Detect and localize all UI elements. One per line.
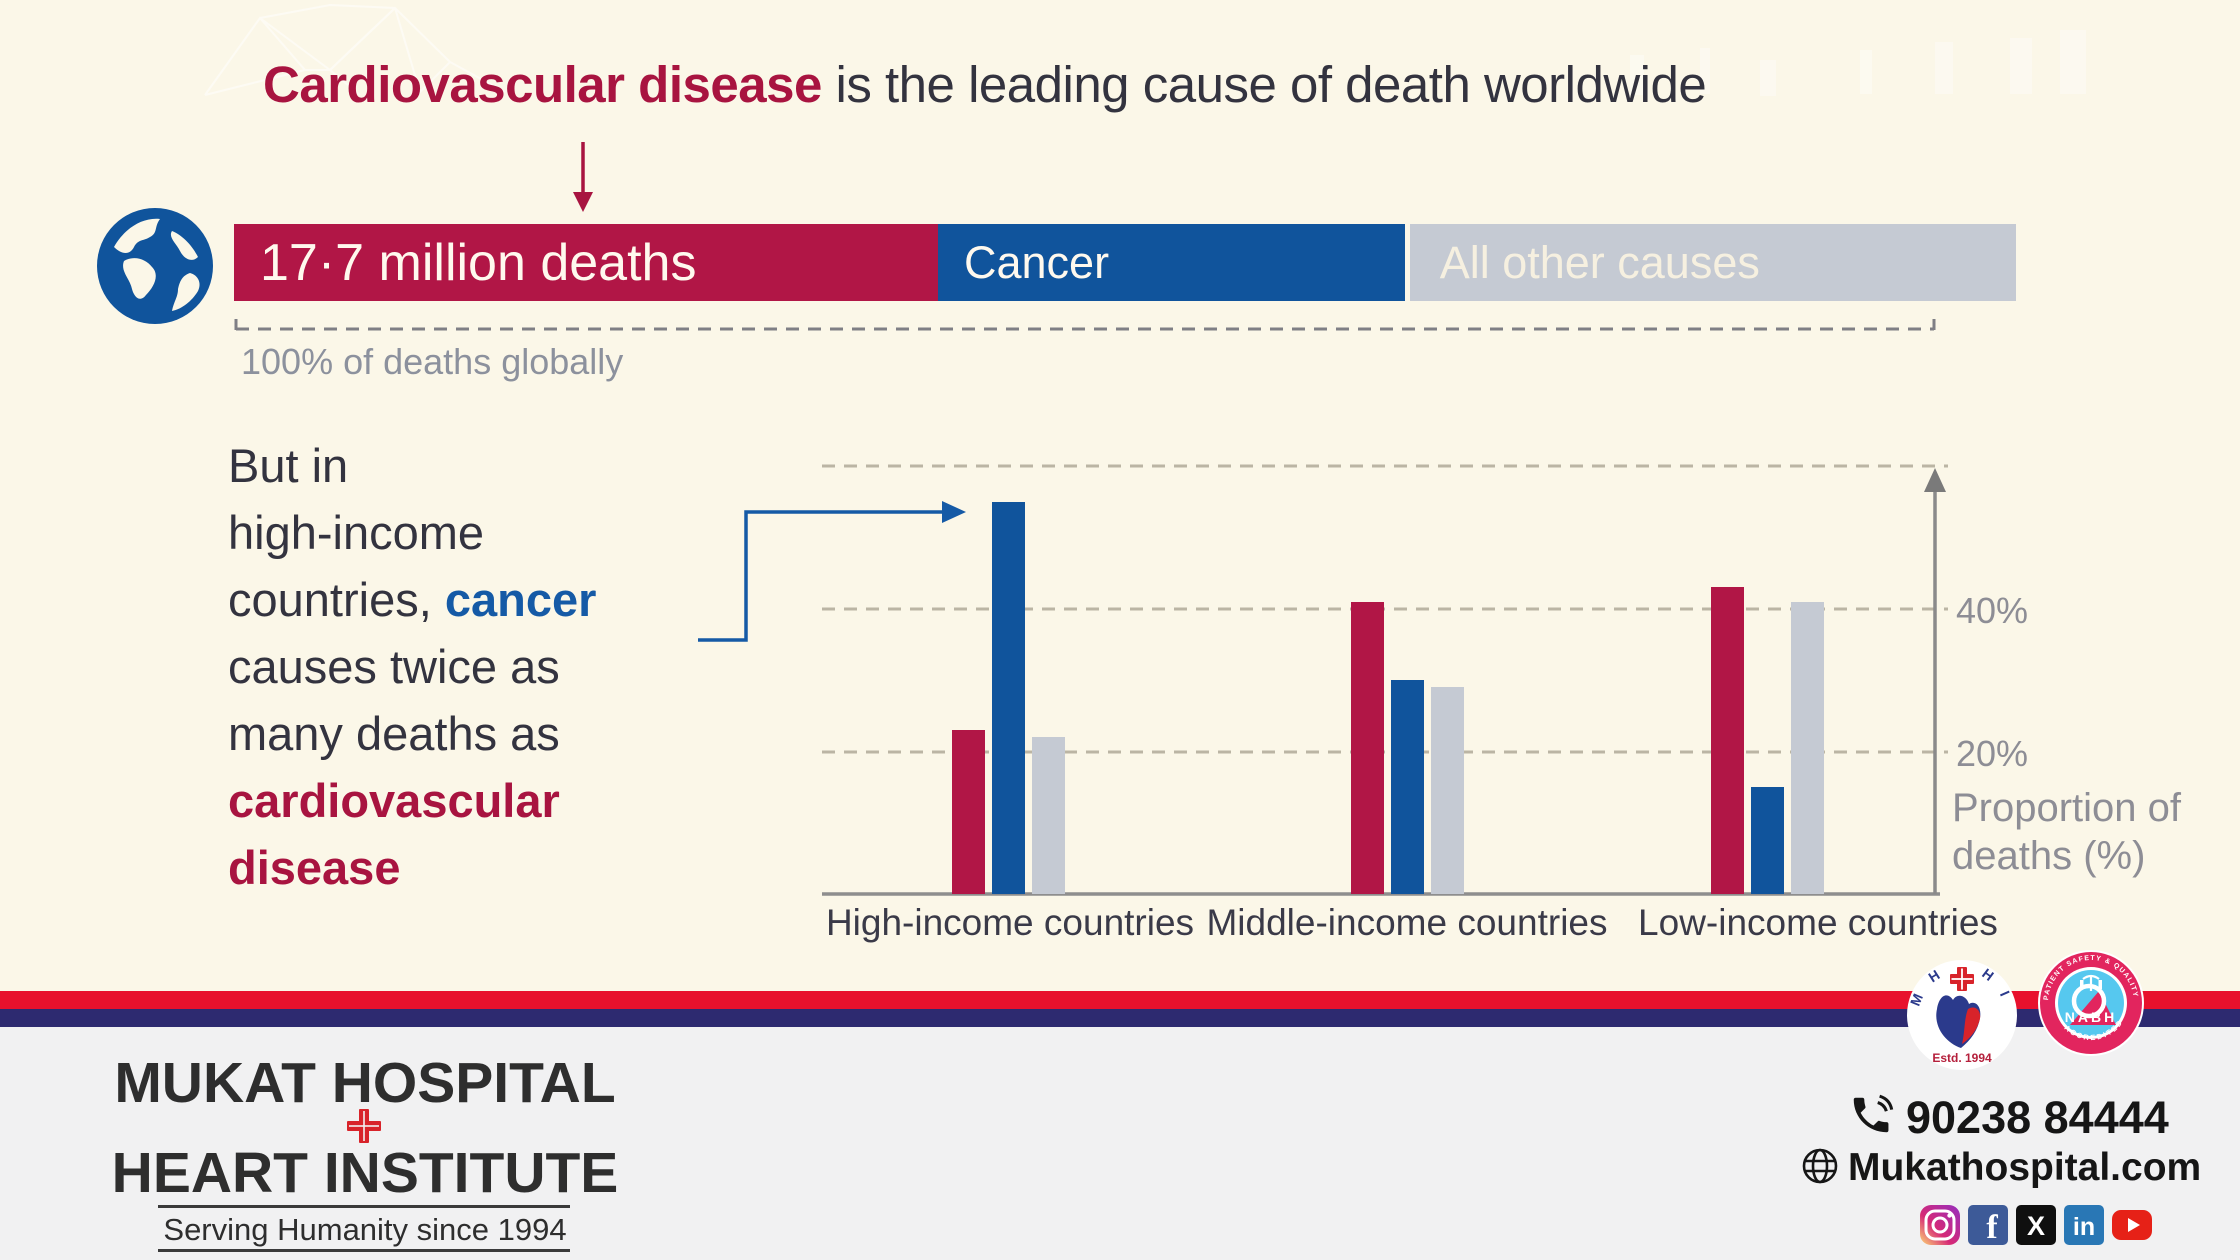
global-bar-caption: 100% of deaths globally [241, 341, 624, 382]
phone-icon [1853, 1094, 1894, 1133]
bar-chart-grid [822, 464, 1948, 896]
stacked-bar-bracket [234, 319, 1936, 331]
hospital-name-line2: HEART INSTITUTE [111, 1141, 619, 1205]
title-down-arrow-icon [573, 142, 593, 212]
instagram-icon[interactable] [1919, 1204, 1961, 1246]
divider-line [158, 1205, 570, 1208]
y-axis-label-line2: deaths (%) [1952, 834, 2146, 878]
x-twitter-icon[interactable]: X [2015, 1204, 2057, 1246]
note-line: But in [228, 439, 349, 492]
y-axis-label-line1: Proportion of [1952, 786, 2182, 830]
y-tick-40: 40% [1956, 590, 2029, 631]
note-cvd-highlight: cardiovascular [228, 774, 560, 827]
page-title: Cardiovascular disease is the leading ca… [263, 55, 1707, 114]
note-line: high-income [228, 506, 485, 559]
title-rest: is the leading cause of death worldwide [821, 56, 1707, 113]
note-cancer-highlight: cancer [444, 573, 597, 626]
note-line: countries, cancer [228, 566, 596, 633]
nabh-q-ring [2071, 983, 2107, 1019]
segment-label-cancer: Cancer [964, 236, 1110, 288]
cancer-connector-arrow [698, 501, 966, 642]
mhhi-estd-text: Estd. 1994 [1932, 1051, 1992, 1065]
globe-icon [97, 208, 213, 324]
note-line3-pre: countries, [228, 573, 445, 626]
note-line: causes twice as [228, 640, 560, 693]
footer-background [0, 1027, 2240, 1260]
y-tick-20: 20% [1956, 733, 2029, 774]
mhhi-heart-red [1962, 1007, 1981, 1044]
note-line: many deaths as [228, 707, 560, 760]
global-bar-segment: 17·7 million deaths [234, 224, 938, 301]
global-deaths-stacked-bar: 17·7 million deaths Cancer All other cau… [234, 224, 2016, 301]
nabh-caduceus-icon [2080, 974, 2102, 991]
segment-label-cvd: 17·7 million deaths [260, 233, 697, 292]
website-globe-icon [1802, 1148, 1838, 1184]
mhhi-logo: M H H I Estd. 1994 [1907, 960, 2017, 1070]
footer-red-stripe [0, 991, 2240, 1009]
facebook-glyph: f [1986, 1209, 1998, 1246]
youtube-icon[interactable] [2111, 1204, 2153, 1246]
medical-cross-icon [347, 1109, 381, 1143]
phone-number[interactable]: 90238 84444 [1906, 1092, 2169, 1143]
nabh-name-text: NABH [2065, 1009, 2117, 1025]
hospital-name-line1: MUKAT HOSPITAL [114, 1051, 616, 1115]
decorative-wireframe [204, 3, 2086, 96]
website-url[interactable]: Mukathospital.com [1848, 1146, 2202, 1189]
segment-label-other: All other causes [1439, 236, 1760, 288]
global-bar-segment: Cancer [938, 224, 1405, 301]
title-highlight: Cardiovascular disease [263, 56, 822, 113]
linkedin-glyph: in [2073, 1213, 2095, 1241]
x-glyph: X [2027, 1211, 2045, 1241]
divider-line [158, 1249, 570, 1252]
nabh-logo: PATIENT SAFETY & QUALITY OF CARE ACCREDI… [2037, 949, 2144, 1056]
global-bar-segment: All other causes [1409, 224, 2016, 301]
side-note: But in high-income countries, cancer cau… [228, 432, 596, 901]
category-label-high-income: High-income countries [825, 902, 1195, 943]
mhhi-cross-icon [1950, 967, 1974, 991]
note-cvd-highlight: disease [228, 841, 401, 894]
footer-navy-stripe [0, 1009, 2240, 1027]
hospital-tagline: Serving Humanity since 1994 [163, 1212, 567, 1247]
category-label-low-income: Low-income countries [1638, 902, 1998, 943]
facebook-icon[interactable]: f [1967, 1204, 2009, 1246]
category-label-middle-income: Middle-income countries [1206, 902, 1608, 943]
linkedin-icon[interactable]: in [2063, 1204, 2105, 1246]
